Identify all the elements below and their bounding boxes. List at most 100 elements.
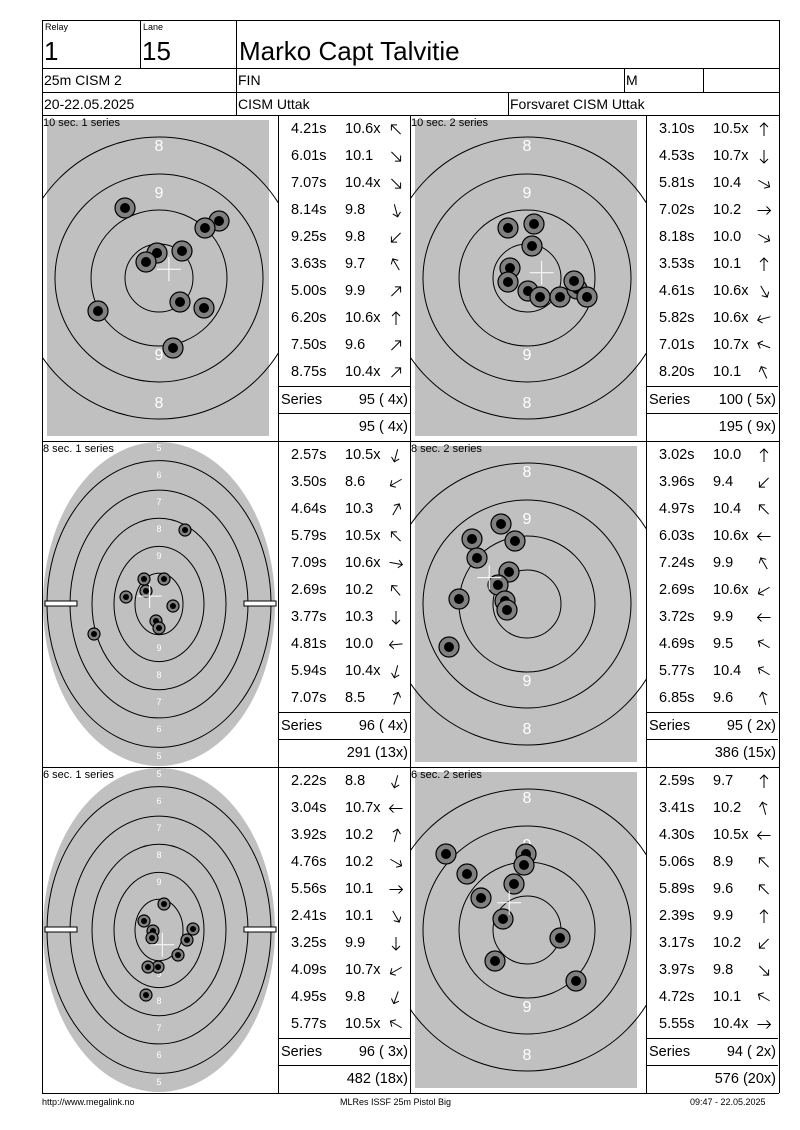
series-total-row: Series 96 ( 3x): [279, 1038, 410, 1066]
cumulative-total: 576 (20x): [714, 1071, 776, 1087]
direction-arrow-icon: [387, 822, 405, 849]
direction-arrow-icon: [755, 523, 773, 550]
shot-row: 2.39s 9.9: [647, 903, 778, 930]
series-label: Series: [649, 1044, 691, 1060]
ring-label: 8: [155, 138, 164, 155]
shot-score: 10.4x: [713, 1016, 749, 1032]
shot-hole: [470, 887, 492, 909]
direction-arrow-icon: [755, 685, 773, 712]
target-ring: [134, 572, 184, 636]
shot-hole: [461, 528, 483, 550]
shot-time: 4.97s: [659, 501, 695, 517]
shot-time: 5.94s: [291, 663, 327, 679]
shot-score: 9.9: [713, 609, 734, 625]
shot-time: 4.53s: [659, 148, 695, 164]
ring-label: 7: [156, 497, 161, 507]
direction-arrow-icon: [755, 822, 773, 849]
shot-row: 5.94s 10.4x: [279, 658, 410, 685]
shot-time: 8.20s: [659, 364, 695, 380]
direction-arrow-icon: [755, 469, 773, 496]
shot-hole: [193, 297, 215, 319]
shot-score: 10.5x: [713, 827, 749, 843]
shot-row: 4.72s 10.1: [647, 984, 778, 1011]
shot-score: 10.5x: [713, 121, 749, 137]
direction-arrow-icon: [387, 957, 405, 984]
shot-score: 9.8: [345, 989, 366, 1005]
shot-row: 4.97s 10.4: [647, 496, 778, 523]
shot-hole: [137, 572, 151, 586]
cumulative-row: 195 ( 9x): [647, 413, 778, 441]
date: 20-22.05.2025: [44, 96, 135, 112]
cumulative-row: 291 (13x): [279, 739, 410, 767]
series-total-row: Series 94 ( 2x): [647, 1038, 778, 1066]
shot-time: 2.41s: [291, 908, 327, 924]
shot-row: 3.50s 8.6: [279, 469, 410, 496]
target-ring: [113, 871, 205, 989]
direction-arrow-icon: [387, 604, 405, 631]
shot-row: 2.69s 10.2: [279, 577, 410, 604]
direction-arrow-icon: [755, 849, 773, 876]
shot-score: 10.0: [713, 229, 742, 245]
target-3: 5 6 7 8 9 9 8 7 6 5: [43, 442, 278, 767]
shot-score: 10.2: [345, 854, 374, 870]
direction-arrow-icon: [755, 550, 773, 577]
shot-row: 4.30s 10.5x: [647, 822, 778, 849]
cumulative-row: 95 ( 4x): [279, 413, 410, 441]
shot-time: 5.82s: [659, 310, 695, 326]
shot-time: 5.06s: [659, 854, 695, 870]
shot-time: 7.24s: [659, 555, 695, 571]
direction-arrow-icon: [387, 768, 405, 795]
target-bar-left: [44, 926, 78, 933]
series-title: 8 sec. 1 series: [43, 443, 114, 455]
target-1: 8 9 9 8: [43, 116, 278, 441]
shot-hole: [513, 854, 535, 876]
shot-hole: [157, 572, 171, 586]
cumulative-row: 386 (15x): [647, 739, 778, 767]
direction-arrow-icon: [387, 332, 405, 359]
shot-row: 8.18s 10.0: [647, 224, 778, 251]
shot-time: 4.69s: [659, 636, 695, 652]
shot-score: 9.8: [345, 202, 366, 218]
target-ring: [411, 788, 646, 1072]
competition: CISM Uttak: [238, 96, 310, 112]
ring-label: 9: [156, 969, 161, 979]
shot-row: 3.04s 10.7x: [279, 795, 410, 822]
series-total-row: Series 96 ( 4x): [279, 712, 410, 740]
direction-arrow-icon: [387, 469, 405, 496]
shot-row: 2.59s 9.7: [647, 768, 778, 795]
series-total: 95 ( 2x): [726, 718, 776, 734]
shot-row: 4.76s 10.2: [279, 849, 410, 876]
shot-score: 10.6x: [345, 555, 381, 571]
shot-score: 8.6: [345, 474, 366, 490]
shot-score: 10.7x: [345, 800, 381, 816]
shot-hole: [139, 584, 153, 598]
shot-time: 3.53s: [659, 256, 695, 272]
series-label: Series: [281, 392, 323, 408]
shot-time: 5.81s: [659, 175, 695, 191]
ring-label: 9: [155, 185, 164, 202]
shot-list: 2.59s 9.7 3.41s 10.2 4.30s 10.5x 5.06s 8.9 5.89s…: [647, 768, 778, 1093]
shot-score: 10.5x: [345, 528, 381, 544]
direction-arrow-icon: [387, 876, 405, 903]
direction-arrow-icon: [387, 849, 405, 876]
ring-label: 8: [156, 850, 161, 860]
direction-arrow-icon: [387, 631, 405, 658]
shot-score: 10.6x: [713, 310, 749, 326]
direction-arrow-icon: [755, 170, 773, 197]
shot-hole: [162, 337, 184, 359]
target-ring: [492, 569, 562, 639]
shot-time: 4.61s: [659, 283, 695, 299]
shot-row: 6.01s 10.1: [279, 143, 410, 170]
shot-score: 10.1: [713, 989, 742, 1005]
shot-hole: [114, 197, 136, 219]
target-bar-right: [243, 926, 277, 933]
shot-score: 8.5: [345, 690, 366, 706]
shot-row: 3.72s 9.9: [647, 604, 778, 631]
direction-arrow-icon: [755, 116, 773, 143]
shot-row: 7.09s 10.6x: [279, 550, 410, 577]
shot-score: 10.6x: [713, 283, 749, 299]
shot-row: 7.01s 10.7x: [647, 332, 778, 359]
shot-list: 2.57s 10.5x 3.50s 8.6 4.64s 10.3 5.79s 10.5x 7.0…: [279, 442, 410, 767]
direction-arrow-icon: [755, 876, 773, 903]
